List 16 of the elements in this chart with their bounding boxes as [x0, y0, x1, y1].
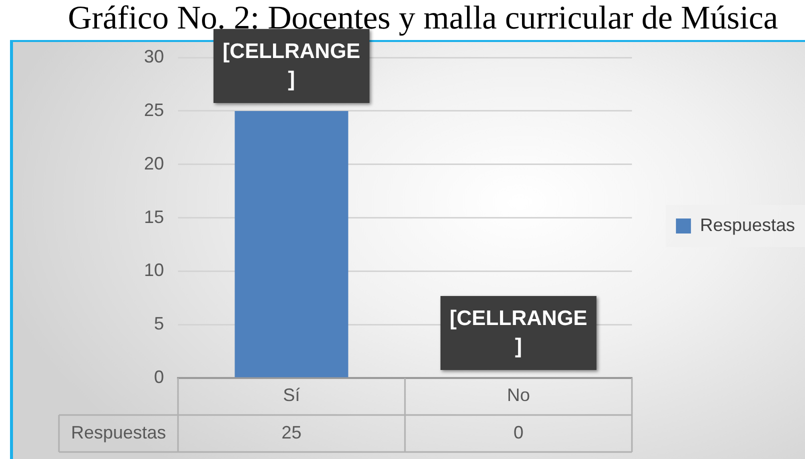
annotation: [CELLRANGE]	[450, 306, 588, 358]
data-label: 25	[281, 422, 302, 442]
y-tick-label: 30	[144, 46, 164, 67]
data-label: 0	[513, 422, 524, 442]
y-tick-label: 5	[154, 314, 164, 334]
chart-title: Gráfico No. 2: Docentes y malla curricular de Música	[68, 0, 778, 36]
y-tick-label: 20	[144, 153, 164, 174]
text: Respuestas	[70, 422, 166, 442]
y-tick-label: 25	[144, 100, 164, 120]
x-tick-label: Sí	[282, 384, 300, 405]
annotation: [CELLRANGE]	[222, 40, 360, 91]
y-tick-label: 10	[144, 260, 164, 280]
y-tick-label: 15	[144, 206, 164, 227]
y-tick-label: 0	[154, 366, 164, 387]
x-tick-label: No	[506, 384, 530, 405]
legend-label: Respuestas	[700, 214, 796, 235]
